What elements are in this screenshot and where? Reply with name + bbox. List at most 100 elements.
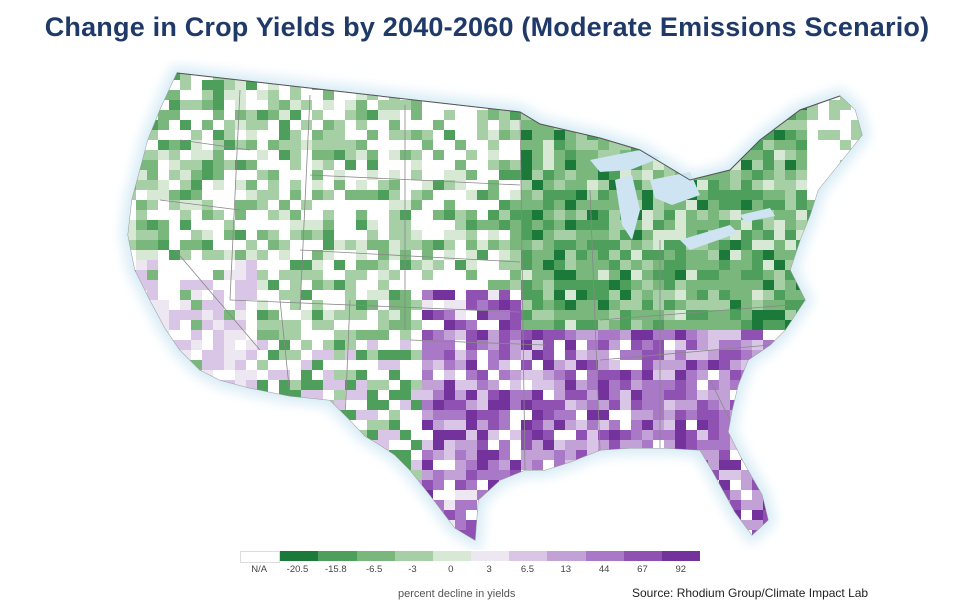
county-cell <box>587 400 598 410</box>
county-cell <box>510 190 521 200</box>
county-cell <box>400 200 411 210</box>
county-cell <box>202 80 213 90</box>
county-cell <box>675 380 686 390</box>
county-cell <box>741 290 752 300</box>
county-cell <box>543 170 554 180</box>
county-cell <box>554 290 565 300</box>
county-cell <box>796 190 807 200</box>
county-cell <box>598 460 609 470</box>
county-cell <box>510 220 521 230</box>
county-cell <box>477 230 488 240</box>
county-cell <box>554 170 565 180</box>
county-cell <box>235 190 246 200</box>
county-cell <box>455 510 466 520</box>
county-cell <box>455 170 466 180</box>
county-cell <box>466 290 477 300</box>
county-cell <box>356 180 367 190</box>
county-cell <box>598 290 609 300</box>
county-cell <box>488 450 499 460</box>
county-cell <box>730 210 741 220</box>
county-cell <box>400 460 411 470</box>
county-cell <box>213 140 224 150</box>
county-cell <box>543 200 554 210</box>
county-cell <box>851 350 862 360</box>
county-cell <box>752 160 763 170</box>
county-cell <box>334 540 345 550</box>
county-cell <box>510 140 521 150</box>
county-cell <box>147 520 158 530</box>
county-cell <box>664 140 675 150</box>
county-cell <box>807 540 818 550</box>
county-cell <box>367 510 378 520</box>
county-cell <box>598 150 609 160</box>
county-cell <box>620 520 631 530</box>
county-cell <box>411 450 422 460</box>
county-cell <box>466 160 477 170</box>
county-cell <box>719 210 730 220</box>
county-cell <box>455 310 466 320</box>
county-cell <box>411 120 422 130</box>
county-cell <box>598 390 609 400</box>
county-cell <box>565 400 576 410</box>
county-cell <box>763 430 774 440</box>
county-cell <box>323 220 334 230</box>
country-outline <box>176 72 841 181</box>
county-cell <box>191 210 202 220</box>
county-cell <box>686 280 697 290</box>
county-cell <box>389 340 400 350</box>
county-cell <box>422 330 433 340</box>
county-cell <box>510 200 521 210</box>
county-cell <box>488 190 499 200</box>
county-cell <box>521 270 532 280</box>
county-cell <box>719 530 730 540</box>
county-cell <box>554 330 565 340</box>
county-cell <box>433 130 444 140</box>
county-cell <box>719 120 730 130</box>
county-cell <box>796 410 807 420</box>
county-cell <box>290 380 301 390</box>
county-cell <box>422 340 433 350</box>
county-cell <box>576 450 587 460</box>
county-cell <box>169 520 180 530</box>
legend-swatch <box>432 551 472 561</box>
county-cell <box>180 200 191 210</box>
county-cell <box>356 470 367 480</box>
county-cell <box>785 470 796 480</box>
county-cell <box>829 100 840 110</box>
county-cell <box>598 500 609 510</box>
county-cell <box>565 220 576 230</box>
county-cell <box>774 190 785 200</box>
county-cell <box>191 390 202 400</box>
county-cell <box>708 340 719 350</box>
county-cell <box>128 450 136 460</box>
county-cell <box>378 300 389 310</box>
county-cell <box>128 400 136 410</box>
county-cell <box>136 410 147 420</box>
county-cell <box>554 440 565 450</box>
county-cell <box>202 490 213 500</box>
county-cell <box>345 490 356 500</box>
county-cell <box>455 210 466 220</box>
county-cell <box>818 230 829 240</box>
county-cell <box>631 500 642 510</box>
county-cell <box>741 430 752 440</box>
county-cell <box>631 270 642 280</box>
county-cell <box>686 460 697 470</box>
county-cell <box>477 310 488 320</box>
county-cell <box>345 450 356 460</box>
county-cell <box>840 130 851 140</box>
county-cell <box>631 330 642 340</box>
county-cell <box>411 350 422 360</box>
county-cell <box>268 310 279 320</box>
county-cell <box>642 490 653 500</box>
county-cell <box>708 110 719 120</box>
county-cell <box>565 300 576 310</box>
county-cell <box>158 480 169 490</box>
county-cell <box>741 180 752 190</box>
county-cell <box>532 210 543 220</box>
county-cell <box>224 450 235 460</box>
county-cell <box>763 250 774 260</box>
county-cell <box>499 490 510 500</box>
county-cell <box>752 400 763 410</box>
county-cell <box>708 540 719 550</box>
